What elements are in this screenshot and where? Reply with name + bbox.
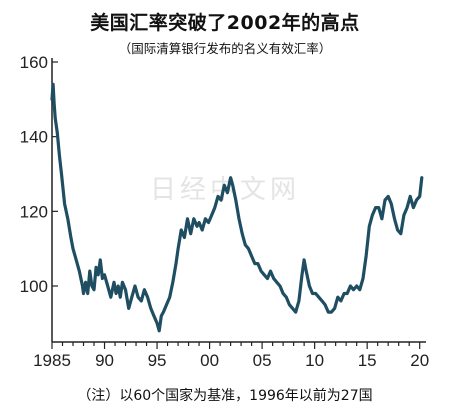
axes-group: 100 120 140 160 1985 90 95 00 05 10 15 20 [20, 53, 430, 370]
chart-title: 美国汇率突破了2002年的高点 [90, 12, 360, 34]
x-tick-label: 1985 [33, 351, 71, 370]
y-tick-label: 100 [20, 277, 48, 296]
series-line-0 [50, 82, 424, 333]
x-tick-label: 00 [200, 351, 219, 370]
y-tick-label: 140 [20, 128, 48, 147]
footnote: （注）以60个国家为基准，1996年以前为27国 [77, 388, 373, 404]
series-group [50, 82, 424, 333]
chart-subtitle: （国际清算银行发布的名义有效汇率） [118, 41, 332, 56]
x-tick-label: 10 [305, 351, 324, 370]
x-tick-label: 20 [410, 351, 429, 370]
x-tick-label: 95 [148, 351, 167, 370]
x-tick-label: 05 [253, 351, 272, 370]
y-tick-label: 120 [20, 202, 48, 221]
x-tick-label: 90 [95, 351, 114, 370]
x-tick-label: 15 [358, 351, 377, 370]
y-tick-label: 160 [20, 53, 48, 72]
